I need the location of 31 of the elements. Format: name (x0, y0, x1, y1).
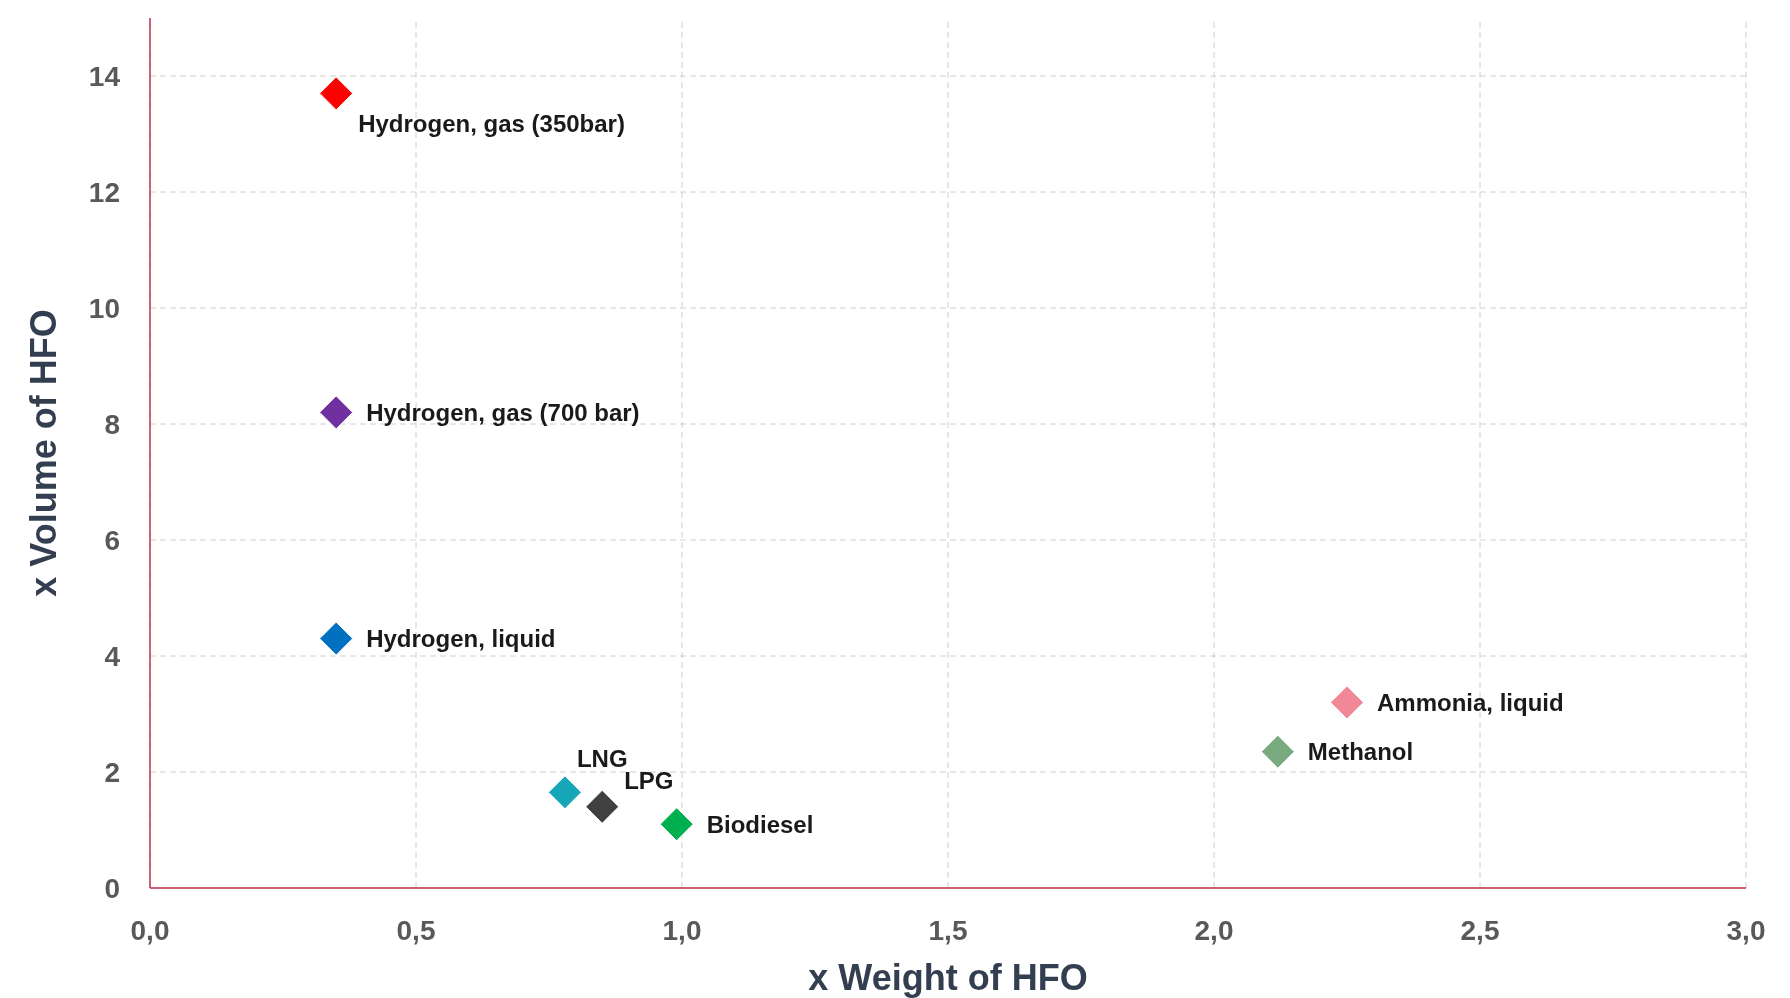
y-tick-label: 10 (88, 292, 120, 324)
series-label: Ammonia, liquid (1377, 688, 1564, 716)
y-tick-label: 8 (104, 408, 120, 440)
y-tick-label: 6 (104, 524, 120, 556)
x-axis-title: x Weight of HFO (808, 957, 1088, 998)
x-tick-label: 2,5 (1460, 915, 1500, 946)
y-tick-label: 12 (88, 176, 120, 208)
x-tick-label: 2,0 (1194, 915, 1234, 946)
y-tick-label: 2 (104, 756, 120, 788)
series-label: Hydrogen, gas (700 bar) (366, 398, 640, 426)
x-tick-label: 1,5 (928, 915, 968, 946)
x-tick-label: 3,0 (1726, 915, 1766, 946)
series-label: Biodiesel (706, 810, 814, 838)
point (319, 621, 354, 656)
x-tick-label: 1,0 (662, 915, 702, 946)
x-tick-label: 0,0 (130, 915, 170, 946)
point (547, 775, 582, 810)
series-label: Hydrogen, gas (350bar) (358, 109, 625, 137)
point (585, 789, 620, 824)
series-label: Hydrogen, liquid (366, 625, 556, 652)
point (1330, 685, 1364, 720)
point (319, 76, 354, 111)
y-tick-label: 14 (88, 60, 121, 92)
point (659, 807, 694, 842)
point (1260, 734, 1295, 769)
series-label: Methanol (1307, 738, 1414, 766)
point (319, 395, 354, 430)
y-tick-label: 0 (104, 872, 120, 904)
y-axis-title: x Volume of HFO (23, 309, 64, 597)
y-tick-label: 4 (104, 640, 121, 672)
x-tick-label: 0,5 (396, 915, 436, 946)
